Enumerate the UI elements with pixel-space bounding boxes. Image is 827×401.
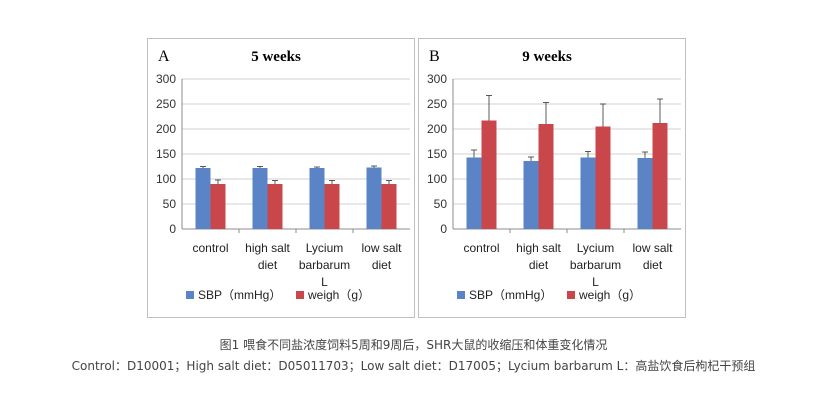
y-tick-label: 300 (156, 72, 176, 86)
x-category-label: high salt (245, 241, 290, 255)
y-tick-label: 300 (427, 72, 447, 86)
x-category-label: diet (372, 258, 392, 272)
bar-sbp (466, 157, 482, 229)
panel-letter: A (158, 48, 170, 65)
bar-weigh (595, 126, 611, 229)
y-tick-label: 100 (156, 172, 176, 186)
bar-weigh (652, 123, 668, 229)
chart-title: 5 weeks (251, 49, 301, 65)
figure-caption: 图1 喂食不同盐浓度饲料5周和9周后，SHR大鼠的收缩压和体重变化情况 (219, 338, 608, 352)
legend-swatch-weigh (296, 291, 304, 299)
x-category-label: control (192, 241, 228, 255)
x-category-label: Lycium (306, 241, 344, 255)
bar-weigh (267, 184, 283, 229)
bar-sbp (195, 168, 211, 229)
y-tick-label: 50 (434, 197, 448, 211)
bar-weigh (538, 124, 554, 229)
x-category-label: high salt (516, 241, 561, 255)
chart-panel-5-weeks: A 5 weeks 0 50 100 150 200 250 300 control high sa… (147, 38, 415, 318)
legend-swatch-sbp (457, 291, 465, 299)
x-category-label: Lycium (577, 241, 615, 255)
x-category-label: diet (529, 258, 549, 272)
x-category-label: barbarum (570, 258, 621, 272)
bar-sbp (366, 167, 382, 229)
y-tick-label: 250 (427, 97, 447, 111)
legend-swatch-sbp (186, 291, 194, 299)
y-tick-label: 0 (169, 222, 176, 236)
x-category-label: barbarum (299, 258, 350, 272)
bar-sbp (580, 157, 596, 229)
x-category-label: diet (258, 258, 278, 272)
bar-weigh (210, 184, 226, 229)
x-category-label: control (463, 241, 499, 255)
y-tick-label: 0 (440, 222, 447, 236)
panel-letter: B (429, 48, 440, 65)
bar-chart-9-weeks: B 9 weeks 0 50 100 150 200 250 300 control high sa… (427, 48, 681, 302)
bar-chart-5-weeks: A 5 weeks 0 50 100 150 200 250 300 control high sa… (156, 48, 410, 302)
bar-sbp (309, 168, 325, 229)
bar-sbp (252, 168, 268, 229)
chart-title: 9 weeks (522, 49, 572, 65)
y-tick-label: 250 (156, 97, 176, 111)
x-category-label: low salt (632, 241, 673, 255)
x-category-label: L (321, 275, 328, 289)
legend-label-weigh: weigh（g） (307, 288, 370, 302)
bar-sbp (637, 158, 653, 229)
y-tick-label: 100 (427, 172, 447, 186)
y-tick-label: 200 (156, 122, 176, 136)
y-tick-label: 200 (427, 122, 447, 136)
legend-label-weigh: weigh（g） (578, 288, 641, 302)
x-category-label: low salt (361, 241, 402, 255)
bar-weigh (381, 184, 397, 229)
figure-legend-note: Control：D10001；High salt diet：D05011703；… (71, 359, 756, 373)
y-tick-label: 150 (427, 147, 447, 161)
legend-swatch-weigh (567, 291, 575, 299)
chart-panel-9-weeks: B 9 weeks 0 50 100 150 200 250 300 control high sa… (418, 38, 686, 318)
x-category-label: diet (643, 258, 663, 272)
legend-label-sbp: SBP（mmHg） (469, 288, 552, 302)
bar-weigh (481, 120, 497, 229)
x-category-label: L (592, 275, 599, 289)
y-tick-label: 50 (163, 197, 177, 211)
legend-label-sbp: SBP（mmHg） (198, 288, 281, 302)
bar-weigh (324, 184, 340, 229)
y-tick-label: 150 (156, 147, 176, 161)
bar-sbp (523, 161, 539, 229)
